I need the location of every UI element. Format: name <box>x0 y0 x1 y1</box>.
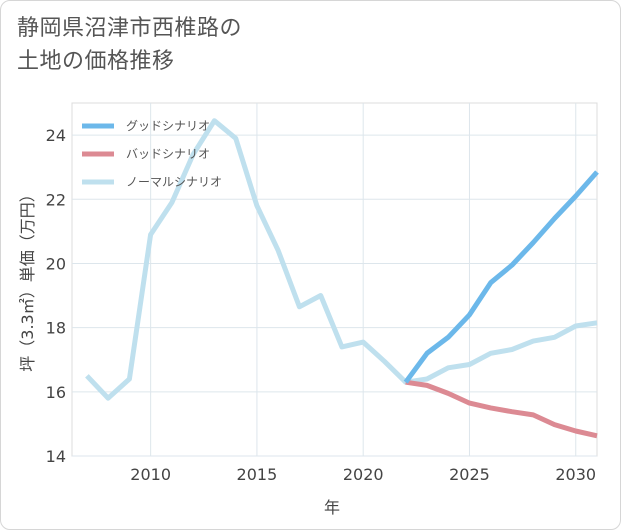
title-line-1: 静岡県沼津市西椎路の <box>17 16 243 41</box>
grid-lines <box>72 103 597 457</box>
y-tick-label: 18 <box>46 319 66 338</box>
y-tick-label: 14 <box>46 447 66 466</box>
x-tick-label: 2020 <box>343 465 384 484</box>
series-group <box>85 118 599 439</box>
x-tick-label: 2015 <box>237 465 278 484</box>
legend-label-0: グッドシナリオ <box>126 119 210 133</box>
x-tick-label: 2010 <box>130 465 171 484</box>
y-tick-label: 22 <box>46 190 66 209</box>
plot-area <box>71 102 598 457</box>
x-tick-label: 2025 <box>449 465 490 484</box>
legend-label-1: バッドシナリオ <box>126 147 210 161</box>
tick-labels: 2010 2015 2020 2025 2030 14 16 18 20 22 24 <box>46 126 596 484</box>
series-line-1 <box>405 379 598 439</box>
x-axis-label: 年 <box>324 498 340 517</box>
y-tick-label: 16 <box>46 383 66 402</box>
y-tick-label: 24 <box>46 126 66 145</box>
legend-label-2: ノーマルシナリオ <box>126 175 222 189</box>
series-line-0 <box>403 170 599 384</box>
y-tick-label: 20 <box>46 254 66 273</box>
title-line-2: 土地の価格推移 <box>17 49 175 74</box>
series-line-2 <box>85 118 598 401</box>
y-axis-label: 坪（3.3㎡）単価（万円） <box>18 186 37 371</box>
chart-title: 静岡県沼津市西椎路の 土地の価格推移 <box>17 12 397 78</box>
x-tick-label: 2030 <box>555 465 596 484</box>
